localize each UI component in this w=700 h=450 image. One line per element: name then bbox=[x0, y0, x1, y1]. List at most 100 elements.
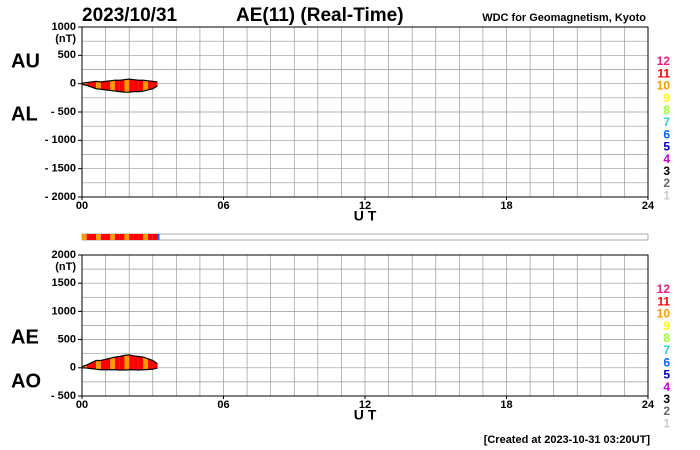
legend-entry: 7 bbox=[663, 115, 670, 129]
coverage-fill bbox=[124, 354, 130, 371]
strip-frame bbox=[81, 233, 649, 241]
y-tick-label: 1500 bbox=[52, 277, 76, 289]
coverage-strip bbox=[96, 234, 101, 240]
series-line bbox=[81, 354, 158, 368]
legend-entry: 3 bbox=[663, 392, 670, 406]
coverage-fill bbox=[105, 358, 111, 370]
legend-entry: 8 bbox=[663, 103, 670, 117]
x-tick-label: 18 bbox=[500, 399, 512, 411]
coverage-fill bbox=[143, 357, 149, 370]
legend-entry: 12 bbox=[657, 54, 671, 68]
coverage-fill bbox=[115, 356, 120, 371]
y-tick-label: 0 bbox=[70, 362, 76, 374]
coverage-fill bbox=[138, 356, 144, 371]
coverage-fill bbox=[100, 359, 106, 370]
coverage-strip bbox=[105, 234, 111, 240]
unit-label: (nT) bbox=[55, 33, 76, 45]
coverage-fill bbox=[129, 79, 134, 93]
coverage-fill bbox=[138, 80, 144, 92]
coverage-fill bbox=[96, 360, 101, 370]
date: 2023/10/31 bbox=[82, 5, 178, 26]
coverage-strip bbox=[138, 234, 144, 240]
legend-entry: 9 bbox=[663, 319, 670, 333]
title: AE(11) (Real-Time) bbox=[236, 5, 404, 26]
source: WDC for Geomagnetism, Kyoto bbox=[482, 12, 646, 24]
legend-entry: 11 bbox=[657, 294, 670, 308]
legend-entry: 9 bbox=[663, 91, 670, 105]
coverage-fill bbox=[86, 362, 92, 369]
coverage-strip bbox=[110, 234, 116, 240]
y-tick-label: 1000 bbox=[52, 21, 76, 33]
y-tick-label: 500 bbox=[58, 334, 76, 346]
coverage-fill bbox=[129, 354, 134, 370]
y-tick-label: - 500 bbox=[51, 390, 76, 402]
coverage-strip bbox=[129, 234, 134, 240]
coverage-fill bbox=[119, 355, 125, 371]
coverage-strip bbox=[152, 234, 158, 240]
coverage-strip bbox=[82, 234, 87, 240]
series-label: AL bbox=[11, 103, 38, 125]
legend-entry: 1 bbox=[663, 416, 670, 430]
coverage-strip bbox=[100, 234, 106, 240]
y-tick-label: - 2000 bbox=[45, 191, 76, 203]
legend-entry: 2 bbox=[663, 404, 670, 418]
y-tick-label: 1000 bbox=[52, 305, 76, 317]
series-line bbox=[81, 367, 158, 371]
coverage-strip bbox=[91, 234, 97, 240]
y-tick-label: - 1500 bbox=[45, 163, 76, 175]
x-tick-label: 00 bbox=[76, 200, 88, 212]
legend-entry: 10 bbox=[657, 307, 671, 321]
coverage-fill bbox=[124, 79, 130, 93]
legend-entry: 5 bbox=[663, 368, 670, 382]
y-tick-label: 500 bbox=[58, 49, 76, 61]
x-tick-label: 12 bbox=[359, 399, 371, 411]
series-label: AU bbox=[11, 50, 40, 72]
legend-entry: 11 bbox=[657, 66, 670, 80]
coverage-fill bbox=[152, 360, 158, 370]
coverage-strip bbox=[157, 234, 160, 240]
series-label: AO bbox=[11, 370, 41, 392]
coverage-fill bbox=[110, 80, 116, 92]
x-tick-label: 12 bbox=[359, 200, 371, 212]
x-tick-label: 06 bbox=[217, 200, 229, 212]
legend-entry: 8 bbox=[663, 331, 670, 345]
coverage-fill bbox=[148, 80, 153, 90]
legend-entry: 3 bbox=[663, 164, 670, 178]
coverage-strip bbox=[133, 234, 139, 240]
series-label: AE bbox=[11, 326, 39, 348]
legend-entry: 12 bbox=[657, 282, 671, 296]
coverage-strip bbox=[143, 234, 149, 240]
series-line bbox=[81, 83, 158, 93]
y-tick-label: - 500 bbox=[51, 106, 76, 118]
coverage-fill bbox=[152, 81, 158, 89]
x-tick-label: 24 bbox=[642, 399, 655, 411]
footer: [Created at 2023-10-31 03:20UT] bbox=[484, 434, 651, 446]
legend-entry: 6 bbox=[663, 127, 670, 141]
coverage-fill bbox=[115, 80, 120, 92]
coverage-fill bbox=[100, 81, 106, 90]
y-tick-label: 2000 bbox=[52, 249, 76, 261]
legend-entry: 1 bbox=[663, 188, 670, 202]
coverage-fill bbox=[148, 358, 153, 370]
series-line bbox=[81, 78, 158, 84]
x-tick-label: 18 bbox=[500, 200, 512, 212]
coverage-fill bbox=[105, 80, 111, 91]
coverage-fill bbox=[110, 357, 116, 370]
x-tick-label: 00 bbox=[76, 399, 88, 411]
legend-entry: 10 bbox=[657, 79, 671, 93]
unit-label: (nT) bbox=[55, 261, 76, 273]
legend-entry: 2 bbox=[663, 176, 670, 190]
coverage-strip bbox=[148, 234, 153, 240]
coverage-fill bbox=[119, 79, 125, 93]
coverage-strip bbox=[119, 234, 125, 240]
legend-entry: 6 bbox=[663, 355, 670, 369]
coverage-fill bbox=[143, 80, 149, 92]
coverage-strip bbox=[115, 234, 120, 240]
coverage-fill bbox=[96, 81, 101, 90]
legend-entry: 4 bbox=[663, 152, 670, 166]
y-tick-label: 0 bbox=[70, 78, 76, 90]
coverage-fill bbox=[133, 355, 139, 371]
legend-entry: 7 bbox=[663, 343, 670, 357]
coverage-strip bbox=[86, 234, 92, 240]
